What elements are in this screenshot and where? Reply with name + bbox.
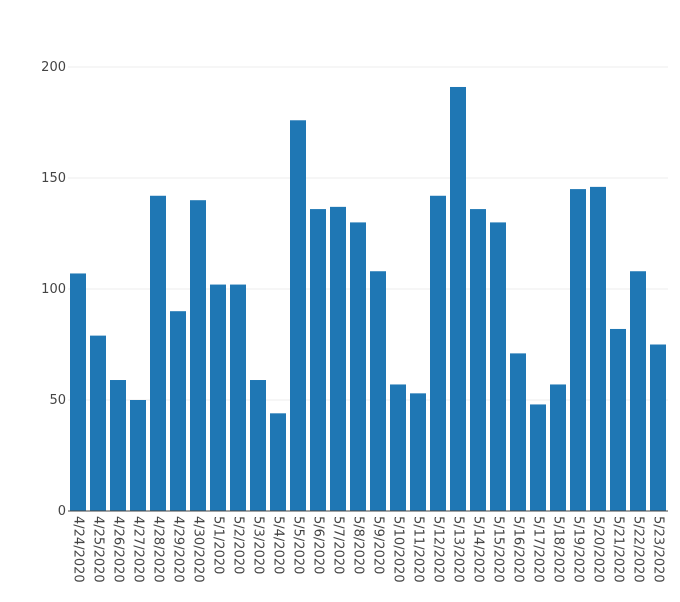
- bar-5-9-2020: [370, 271, 386, 511]
- x-tick-label: 5/13/2020: [451, 516, 466, 583]
- x-tick-label: 5/16/2020: [511, 516, 526, 583]
- x-tick-label: 4/26/2020: [111, 516, 126, 583]
- bar-4-28-2020: [150, 195, 166, 511]
- bar-5-6-2020: [310, 209, 326, 511]
- x-axis: 4/24/2020 4/25/2020 4/26/2020 4/27/2020 4/28…: [68, 510, 668, 583]
- bar-5-18-2020: [550, 384, 566, 511]
- bar-5-16-2020: [510, 353, 526, 511]
- bar-5-23-2020: [650, 344, 666, 511]
- bar-5-4-2020: [270, 413, 286, 511]
- bar-4-24-2020: [70, 273, 86, 511]
- x-tick-label: 5/12/2020: [431, 516, 446, 583]
- x-tick-label: 5/3/2020: [251, 516, 266, 574]
- x-tick-label: 5/19/2020: [571, 516, 586, 583]
- x-tick-label: 5/20/2020: [591, 516, 606, 583]
- x-tick-label: 5/2/2020: [231, 516, 246, 574]
- x-tick-label: 5/21/2020: [611, 516, 626, 583]
- x-tick-label: 5/1/2020: [211, 516, 226, 574]
- bar-5-12-2020: [430, 195, 446, 511]
- bar-4-25-2020: [90, 335, 106, 511]
- x-tick-label: 5/14/2020: [471, 516, 486, 583]
- x-tick-label: 5/18/2020: [551, 516, 566, 583]
- x-tick-label: 5/22/2020: [631, 516, 646, 583]
- x-tick-label: 5/8/2020: [351, 516, 366, 574]
- x-tick-label: 4/25/2020: [91, 516, 106, 583]
- bar-5-20-2020: [590, 186, 606, 511]
- y-tick-label: 0: [58, 504, 66, 519]
- bar-4-26-2020: [110, 380, 126, 511]
- x-tick-label: 5/10/2020: [391, 516, 406, 583]
- bar-5-19-2020: [570, 189, 586, 511]
- x-tick-label: 4/27/2020: [131, 516, 146, 583]
- bar-4-29-2020: [170, 311, 186, 511]
- y-tick-label: 50: [49, 393, 66, 408]
- x-tick-label: 4/30/2020: [191, 516, 206, 583]
- bar-5-13-2020: [450, 86, 466, 511]
- y-axis: 0 50 100 150 200: [41, 60, 66, 519]
- x-tick-label: 5/9/2020: [371, 516, 386, 574]
- y-tick-label: 100: [41, 282, 66, 297]
- bar-4-27-2020: [130, 400, 146, 511]
- bar-5-22-2020: [630, 271, 646, 511]
- y-tick-label: 150: [41, 171, 66, 186]
- x-tick-label: 5/17/2020: [531, 516, 546, 583]
- x-tick-label: 4/28/2020: [151, 516, 166, 583]
- bar-5-5-2020: [290, 120, 306, 511]
- bar-5-3-2020: [250, 380, 266, 511]
- x-tick-label: 5/5/2020: [291, 516, 306, 574]
- bar-5-21-2020: [610, 328, 626, 511]
- bar-5-15-2020: [490, 222, 506, 511]
- bar-5-1-2020: [210, 284, 226, 511]
- x-tick-label: 5/11/2020: [411, 516, 426, 583]
- x-tick-label: 4/29/2020: [171, 516, 186, 583]
- bars: [70, 86, 666, 512]
- gridlines: [68, 66, 668, 401]
- bar-4-30-2020: [190, 200, 206, 511]
- bar-5-10-2020: [390, 384, 406, 511]
- x-tick-label: 5/4/2020: [271, 516, 286, 574]
- bar-5-14-2020: [470, 209, 486, 511]
- x-tick-label: 5/23/2020: [651, 516, 666, 583]
- bar-5-11-2020: [410, 393, 426, 511]
- y-tick-label: 200: [41, 60, 66, 75]
- bar-5-7-2020: [330, 206, 346, 512]
- x-tick-label: 5/15/2020: [491, 516, 506, 583]
- bar-5-8-2020: [350, 222, 366, 511]
- x-tick-label: 4/24/2020: [71, 516, 86, 583]
- bar-5-2-2020: [230, 284, 246, 511]
- x-tick-label: 5/6/2020: [311, 516, 326, 574]
- bar-5-17-2020: [530, 404, 546, 511]
- x-tick-label: 5/7/2020: [331, 516, 346, 574]
